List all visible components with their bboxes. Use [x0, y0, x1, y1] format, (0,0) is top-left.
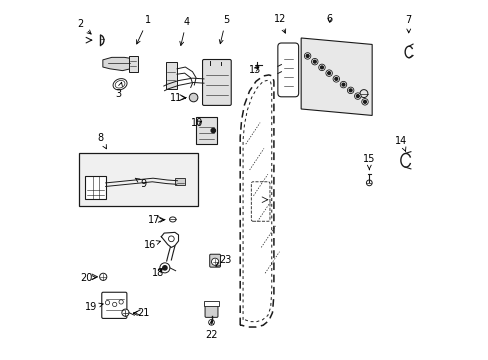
- Circle shape: [122, 309, 129, 316]
- Circle shape: [160, 263, 169, 273]
- Circle shape: [313, 60, 316, 63]
- Bar: [165, 62, 177, 89]
- Text: 19: 19: [85, 302, 103, 312]
- Text: 15: 15: [363, 154, 375, 170]
- Bar: [79, 153, 198, 206]
- Bar: [203, 301, 219, 306]
- Text: 8: 8: [97, 133, 106, 149]
- Text: 9: 9: [135, 178, 146, 189]
- Text: 1: 1: [136, 15, 150, 44]
- Circle shape: [356, 95, 359, 98]
- Text: 11: 11: [170, 93, 185, 103]
- Circle shape: [346, 87, 353, 94]
- Text: 17: 17: [148, 215, 163, 225]
- Bar: [85, 176, 105, 199]
- Circle shape: [341, 83, 344, 86]
- Circle shape: [304, 53, 310, 59]
- Circle shape: [340, 81, 346, 88]
- Circle shape: [305, 54, 308, 57]
- Circle shape: [325, 70, 332, 76]
- Circle shape: [189, 93, 198, 102]
- Circle shape: [311, 58, 317, 65]
- Circle shape: [318, 64, 325, 71]
- Circle shape: [361, 99, 367, 105]
- Text: 2: 2: [77, 19, 91, 34]
- FancyBboxPatch shape: [251, 182, 269, 221]
- FancyBboxPatch shape: [204, 303, 218, 318]
- Circle shape: [163, 266, 167, 270]
- Text: 23: 23: [215, 255, 232, 266]
- Bar: [128, 55, 137, 72]
- Circle shape: [211, 129, 215, 133]
- Circle shape: [168, 236, 174, 242]
- Text: 14: 14: [395, 136, 407, 152]
- Bar: [175, 178, 185, 185]
- Circle shape: [348, 89, 351, 92]
- Text: 13: 13: [248, 64, 261, 75]
- Circle shape: [354, 93, 360, 99]
- Circle shape: [320, 66, 323, 69]
- Circle shape: [208, 319, 214, 325]
- Text: 10: 10: [191, 118, 203, 128]
- Text: 21: 21: [133, 309, 149, 318]
- Text: 5: 5: [219, 15, 228, 44]
- Circle shape: [327, 72, 330, 75]
- Circle shape: [211, 258, 218, 265]
- Circle shape: [332, 76, 339, 82]
- Circle shape: [366, 180, 371, 186]
- Text: 16: 16: [144, 239, 160, 249]
- Text: 3: 3: [115, 82, 122, 99]
- FancyBboxPatch shape: [277, 43, 298, 97]
- Text: 6: 6: [326, 14, 332, 24]
- Text: 4: 4: [180, 17, 189, 45]
- Circle shape: [334, 77, 337, 80]
- Text: 18: 18: [151, 268, 163, 278]
- Polygon shape: [301, 38, 371, 116]
- Text: 22: 22: [205, 321, 217, 340]
- Circle shape: [100, 273, 106, 280]
- Polygon shape: [102, 57, 137, 71]
- FancyBboxPatch shape: [202, 59, 231, 105]
- Text: 20: 20: [80, 273, 96, 283]
- Circle shape: [363, 100, 366, 103]
- Text: 12: 12: [273, 14, 285, 33]
- Text: 7: 7: [405, 15, 411, 33]
- FancyBboxPatch shape: [209, 254, 220, 267]
- FancyBboxPatch shape: [102, 292, 126, 319]
- Bar: [196, 117, 217, 144]
